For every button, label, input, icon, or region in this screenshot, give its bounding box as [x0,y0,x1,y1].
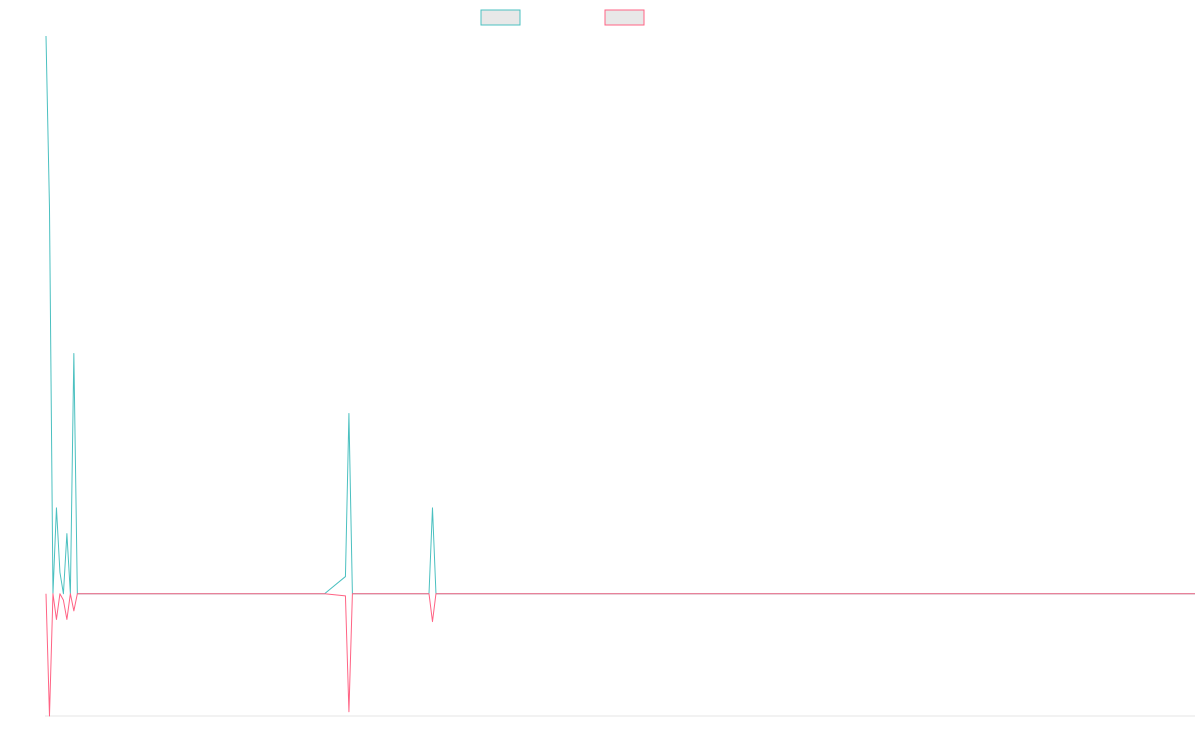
series-layer [45,35,1195,717]
series-line-1[interactable] [45,35,1195,595]
chart-legend [480,9,645,26]
series-line-2[interactable] [45,593,1195,717]
legend-swatch-series-2[interactable] [604,9,645,26]
legend-swatch-series-1[interactable] [480,9,521,26]
